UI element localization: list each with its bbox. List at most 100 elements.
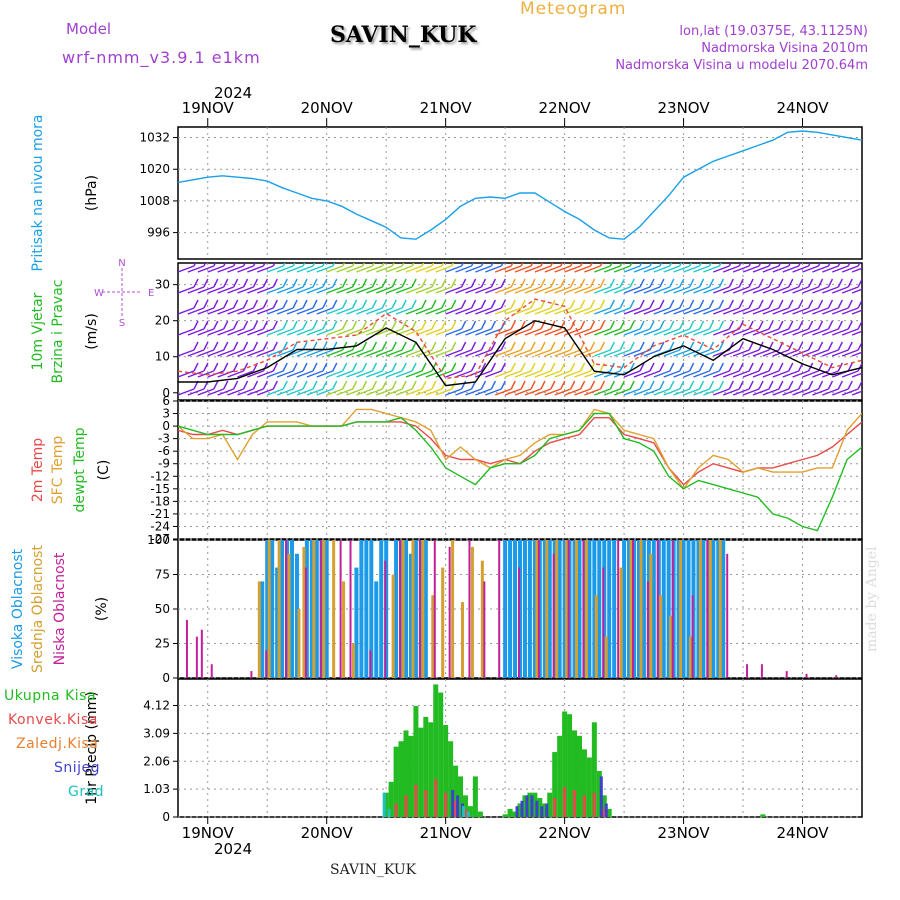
bar: [512, 811, 518, 817]
wind-barb: [841, 349, 859, 357]
wind-barb: [574, 328, 591, 336]
wind-barb-flag: [411, 278, 417, 288]
wind-barb-flag: [589, 263, 593, 267]
wind-barb: [286, 307, 304, 315]
wind-barb: [326, 328, 343, 336]
wind-barb-flag: [788, 362, 794, 372]
wind-barb-flag: [689, 380, 695, 390]
wind-barb: [376, 370, 393, 378]
wind-barb: [346, 307, 363, 315]
wind-barb-flag: [371, 380, 378, 390]
wind-barb: [494, 349, 512, 357]
wind-barb: [197, 286, 215, 294]
wind-barb: [861, 376, 862, 377]
wind-barb-flag: [570, 341, 576, 351]
wind-barb-flag: [619, 341, 625, 351]
wind-barb-flag: [242, 320, 249, 330]
wind-barb: [762, 328, 780, 336]
wind-barb: [713, 286, 730, 294]
wind-barb-flag: [342, 299, 348, 309]
wind-barb: [465, 286, 482, 294]
date-label-top: 20NOV: [301, 99, 354, 117]
wind-barb-flag: [560, 362, 566, 372]
wind-barb-flag: [868, 321, 872, 329]
wind-barb: [832, 388, 849, 396]
wind-barb-flag: [589, 362, 596, 372]
wind-barb: [445, 307, 462, 315]
wind-barb: [475, 328, 492, 336]
wind-barb: [266, 286, 284, 294]
wind-barb: [643, 370, 661, 378]
wind-barb-flag: [223, 320, 229, 330]
wind-barb: [564, 286, 581, 294]
wind-barb-flag: [322, 278, 328, 288]
wind-barb: [207, 388, 224, 396]
wind-barb: [732, 370, 750, 378]
wind-barb-flag: [272, 299, 278, 309]
wind-barb-flag: [490, 278, 497, 288]
wind-barb-flag: [857, 299, 862, 309]
bar: [594, 595, 598, 678]
wind-barb-flag: [332, 299, 338, 309]
wind-barb: [633, 388, 651, 396]
bar: [461, 602, 465, 678]
wind-barb-flag: [381, 299, 387, 309]
wind-barb: [237, 265, 254, 273]
wind-barb-flag: [411, 362, 417, 372]
wind-barb-flag: [322, 320, 328, 330]
compass-w: W: [94, 288, 104, 299]
wind-barb-flag: [421, 263, 425, 267]
bar: [408, 735, 414, 817]
compass-s: S: [119, 318, 125, 329]
wind-barb: [405, 328, 423, 336]
wind-barb-flag: [431, 320, 437, 330]
wind-barb-flag: [847, 380, 853, 390]
wind-barb: [812, 307, 829, 315]
wind-barb: [524, 388, 542, 396]
wind-barb-flag: [490, 380, 497, 390]
wind-barb: [227, 265, 244, 273]
wind-barb-flag: [282, 263, 286, 267]
wind-barb-flag: [193, 320, 199, 330]
wind-barb: [722, 370, 740, 378]
wind-barb: [425, 388, 443, 396]
wind-barb-flag: [738, 380, 744, 390]
wind-barb: [722, 265, 740, 273]
wind-barb-flag: [669, 263, 673, 267]
wind-barb: [752, 370, 770, 378]
wind-barb: [772, 370, 790, 378]
wind-barb-flag: [837, 362, 843, 372]
wind-barb: [812, 265, 829, 273]
wind-barb: [613, 349, 631, 357]
wind-barb-flag: [401, 263, 405, 267]
wind-barb-flag: [817, 278, 824, 288]
wind-barb-flag: [292, 362, 298, 372]
wind-barb-flag: [639, 380, 645, 390]
wind-barb-flag: [728, 263, 732, 267]
wind-barb: [504, 286, 522, 294]
wind-barb-flag: [718, 263, 722, 267]
wind-barb-flag: [381, 380, 387, 390]
wind-barb-flag: [451, 320, 457, 330]
bar: [552, 752, 558, 817]
wind-barb-flag: [768, 320, 774, 330]
wind-barb-flag: [332, 362, 338, 372]
wind-barb-flag: [203, 320, 209, 330]
wind-barb: [604, 349, 621, 357]
wind-barb-flag: [579, 362, 586, 372]
series-line: [178, 408, 862, 491]
wind-barb-flag: [510, 380, 516, 390]
ytick-label: 0: [162, 810, 170, 824]
wind-barb-flag: [203, 341, 209, 351]
wind-barb: [445, 265, 462, 273]
wind-barb: [742, 265, 760, 273]
wind-barb: [802, 286, 819, 294]
wind-barb-flag: [480, 299, 487, 309]
wind-barb-flag: [322, 362, 328, 372]
wind-barb-flag: [302, 299, 308, 309]
wind-barb: [673, 286, 690, 294]
wind-barb-flag: [371, 341, 378, 351]
wind-barb-flag: [629, 278, 635, 288]
wind-barb: [683, 307, 700, 315]
wind-barb-flag: [619, 380, 625, 390]
